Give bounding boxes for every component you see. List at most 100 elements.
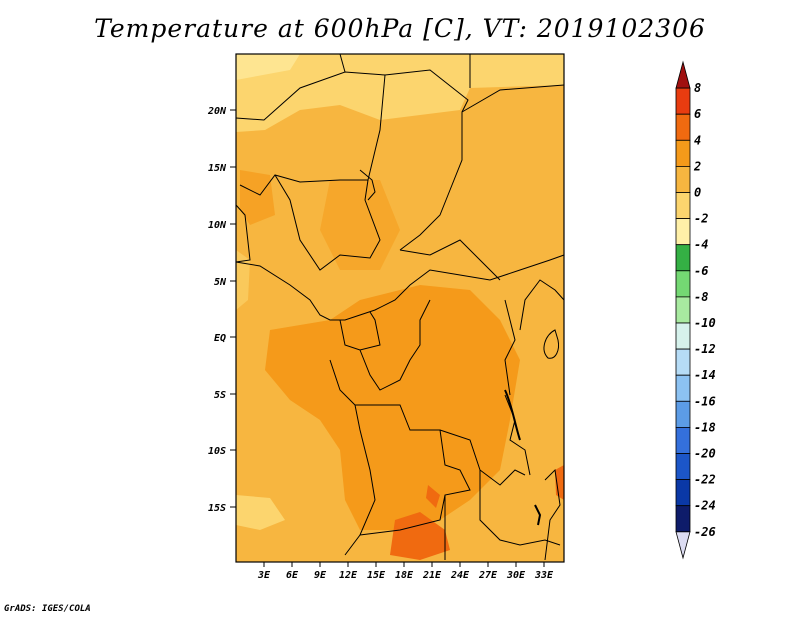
- colorbar-seg-16: [675, 479, 691, 507]
- lat-label-15s: 15S: [208, 503, 226, 514]
- colorbar-label: -6: [694, 264, 708, 278]
- lon-tick-24e: 24E: [450, 562, 470, 581]
- colorbar-seg-14: [675, 426, 691, 454]
- lon-label-21e: 21E: [422, 570, 442, 581]
- lat-tick-15s: 15S: [208, 503, 236, 514]
- colorbar-label: -12: [694, 342, 716, 356]
- lat-tick-eq: EQ: [214, 333, 236, 344]
- lon-tick-6e: 6E: [286, 562, 299, 581]
- colorbar-label: -20: [694, 447, 716, 461]
- colorbar-seg-12: [675, 374, 691, 402]
- lon-label-12e: 12E: [339, 570, 358, 581]
- border-uganda: [519, 279, 565, 331]
- lat-label-eq: EQ: [214, 333, 226, 344]
- lat-label-15n: 15N: [208, 163, 227, 174]
- temperature-field: [236, 54, 564, 562]
- lon-label-33e: 33E: [534, 570, 554, 581]
- lon-tick-3e: 3E: [257, 562, 271, 581]
- field-west-light: [236, 250, 250, 310]
- colorbar-seg-11: [675, 348, 691, 376]
- lon-label-9e: 9E: [314, 570, 327, 581]
- colorbar-label: 2: [693, 159, 701, 173]
- lat-tick-10s: 10S: [208, 446, 236, 457]
- border-north-a: [339, 53, 346, 73]
- colorbar: 8 6 4 2 0 -2 -4 -6 -8 -10 -12 -14 -16 -18 -20 -22 -24 -26: [675, 60, 716, 560]
- field-hot-east: [555, 465, 564, 500]
- colorbar-label: -4: [694, 238, 708, 252]
- border-car-east: [399, 239, 501, 281]
- colorbar-seg-15: [675, 453, 691, 481]
- border-niger-mali: [235, 71, 386, 196]
- border-angola: [355, 404, 471, 536]
- lon-tick-9e: 9E: [314, 562, 327, 581]
- field-north-pale: [236, 54, 300, 80]
- lat-tick-5s: 5S: [214, 390, 236, 401]
- colorbar-seg-5: [675, 192, 691, 220]
- credit-label: GrADS: IGES/COLA: [4, 604, 91, 614]
- border-egypt: [461, 84, 565, 113]
- field-sw-light: [236, 495, 285, 530]
- chart-title: Temperature at 600hPa [C], VT: 201910230…: [94, 14, 706, 43]
- colorbar-label: -22: [694, 473, 716, 487]
- field-west-dark: [240, 170, 275, 225]
- border-coast-sw: [329, 359, 376, 556]
- colorbar-label: -16: [694, 394, 716, 408]
- lon-label-27e: 27E: [478, 570, 498, 581]
- lon-axis: 3E 6E 9E 12E 15E 18E 21E 24E 27E 30E 33E: [257, 562, 554, 581]
- map-frame: [235, 53, 565, 563]
- colorbar-label: -24: [694, 499, 716, 513]
- field-chad-dark: [320, 180, 400, 270]
- colorbar-label: 0: [694, 186, 701, 200]
- colorbar-seg-2: [675, 113, 691, 141]
- lon-label-6e: 6E: [286, 570, 299, 581]
- lon-label-24e: 24E: [450, 570, 470, 581]
- colorbar-seg-10: [675, 322, 691, 350]
- border-drc-east: [504, 299, 516, 396]
- colorbar-seg-4: [675, 165, 691, 193]
- lat-tick-5n: 5N: [214, 277, 236, 288]
- colorbar-seg-3: [675, 139, 691, 167]
- colorbar-label: -8: [694, 290, 708, 304]
- lat-axis: 20N 15N 10N 5N EQ 5S 10S 15S: [207, 106, 236, 514]
- border-congo: [359, 299, 431, 391]
- colorbar-seg-18: [675, 531, 691, 560]
- border-mozambique: [544, 468, 561, 561]
- lake-chad: [359, 169, 376, 201]
- country-borders: [235, 53, 565, 561]
- lat-label-5s: 5S: [214, 390, 226, 401]
- colorbar-seg-17: [675, 505, 691, 533]
- lat-tick-20n: 20N: [207, 106, 236, 117]
- lon-label-15e: 15E: [367, 570, 386, 581]
- colorbar-seg-6: [675, 218, 691, 246]
- colorbar-label: -14: [694, 368, 716, 382]
- lon-label-18e: 18E: [395, 570, 414, 581]
- lat-label-5n: 5N: [214, 277, 227, 288]
- colorbar-label: -10: [694, 316, 716, 330]
- colorbar-label: -26: [694, 525, 716, 539]
- lake-victoria: [543, 329, 559, 359]
- border-west-coast: [235, 204, 251, 263]
- field-hot-south: [390, 512, 450, 560]
- field-north-light: [236, 54, 564, 132]
- lon-tick-15e: 15E: [367, 562, 386, 581]
- lon-tick-27e: 27E: [478, 562, 498, 581]
- lon-tick-12e: 12E: [339, 562, 358, 581]
- colorbar-seg-8: [675, 270, 691, 298]
- colorbar-label: -2: [694, 212, 708, 226]
- lon-tick-21e: 21E: [422, 562, 442, 581]
- border-gabon: [339, 311, 381, 351]
- colorbar-seg-9: [675, 296, 691, 324]
- lake-malawi: [534, 504, 542, 526]
- lat-tick-15n: 15N: [208, 163, 236, 174]
- lon-label-30e: 30E: [506, 570, 526, 581]
- lat-tick-10n: 10N: [208, 220, 236, 231]
- colorbar-label: 4: [694, 133, 701, 147]
- lon-tick-18e: 18E: [395, 562, 414, 581]
- lat-label-10n: 10N: [208, 220, 227, 231]
- lon-label-3e: 3E: [257, 570, 271, 581]
- lon-tick-33e: 33E: [534, 562, 554, 581]
- colorbar-label: 8: [694, 81, 701, 95]
- border-chad-sudan: [384, 69, 469, 251]
- lon-tick-30e: 30E: [506, 562, 526, 581]
